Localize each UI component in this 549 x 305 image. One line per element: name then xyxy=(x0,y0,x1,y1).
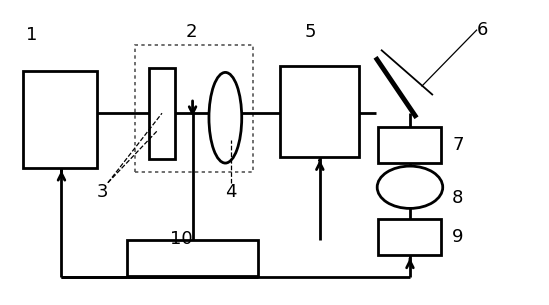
Text: 8: 8 xyxy=(452,189,463,207)
Bar xyxy=(135,45,253,172)
Bar xyxy=(127,240,258,276)
Bar xyxy=(149,68,175,159)
Text: 4: 4 xyxy=(225,183,237,201)
Text: 6: 6 xyxy=(477,21,488,39)
Text: 3: 3 xyxy=(97,183,108,201)
Bar xyxy=(280,66,359,157)
Text: 7: 7 xyxy=(452,136,463,154)
Text: 1: 1 xyxy=(26,26,37,44)
Bar xyxy=(23,71,97,168)
Text: 2: 2 xyxy=(186,23,197,41)
Ellipse shape xyxy=(209,72,242,163)
Ellipse shape xyxy=(377,166,442,208)
Bar xyxy=(378,127,441,163)
Text: 9: 9 xyxy=(452,228,463,246)
Bar xyxy=(378,219,441,255)
Text: 10: 10 xyxy=(170,230,193,248)
Text: 5: 5 xyxy=(304,23,316,41)
